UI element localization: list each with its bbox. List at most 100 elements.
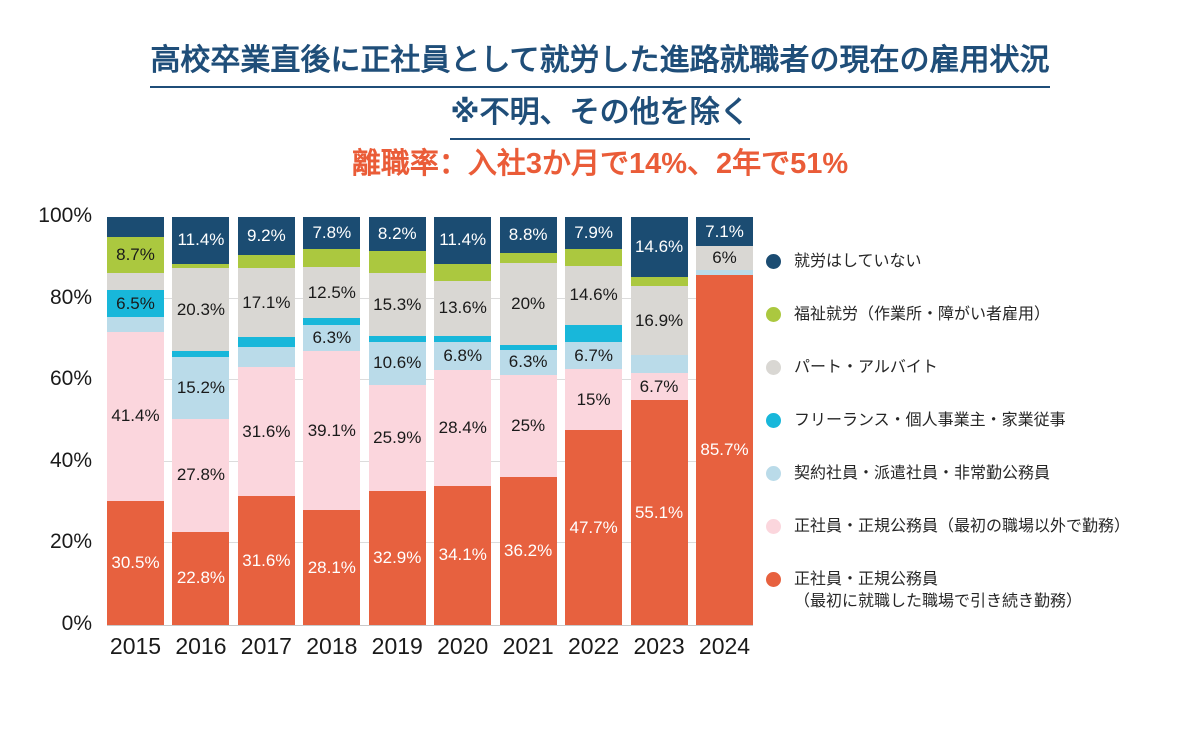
y-axis-label-0: 0% xyxy=(61,612,92,635)
segment xyxy=(107,272,164,291)
bar-value-label: 55.1% xyxy=(634,502,684,522)
bar-value-label: 31.6% xyxy=(242,421,291,441)
segment: 8.2% xyxy=(368,217,426,251)
gridline-80 xyxy=(107,297,753,299)
legend-item-5: 正社員・正規公務員（最初の職場以外で勤務） xyxy=(766,516,1130,538)
segment xyxy=(630,355,688,373)
legend-label: パート・アルバイト xyxy=(794,359,938,376)
bar-value-label: 6.8% xyxy=(443,346,483,366)
legend-label: 福祉就労（作業所・障がい者雇用） xyxy=(794,306,1051,323)
legend-label: 契約社員・派遣社員・非常勤公務員 xyxy=(794,465,1051,482)
bar-value-label: 9.2% xyxy=(247,225,286,245)
plot-area: 30.5% 41.4% 6.5% 8.7% 22.8% 27.8% 15.2% 20.3% 11… xyxy=(107,217,753,626)
legend-dot-icon xyxy=(766,519,781,534)
segment: 8.7% xyxy=(107,237,164,273)
bar-value-label: 14.6% xyxy=(569,285,618,305)
segment xyxy=(172,351,230,357)
segment: 30.5% xyxy=(107,500,164,625)
legend-label: 正社員・正規公務員（最初の職場以外で勤務） xyxy=(794,518,1131,535)
bar-value-label: 31.6% xyxy=(242,550,291,570)
y-axis-label-40: 40% xyxy=(49,448,92,472)
segment: 13.6% xyxy=(434,280,492,337)
segment xyxy=(107,217,164,238)
bar-2018: 28.1% 39.1% 6.3% 12.5% 7.8% xyxy=(303,217,361,625)
segment: 27.8% xyxy=(172,418,230,532)
bar-value-label: 16.9% xyxy=(634,310,684,330)
legend-item-0: 就労はしていない xyxy=(766,251,1130,273)
turnover-rate-note: 離職率：入社3か月で14%、2年で51% xyxy=(351,148,849,180)
segment xyxy=(237,347,295,368)
bar-value-label: 14.6% xyxy=(634,236,684,256)
bar-value-label: 17.1% xyxy=(242,292,291,312)
y-axis-label-60: 60% xyxy=(49,367,92,391)
legend-item-3: フリーランス・個人事業主・家業従事 xyxy=(766,410,1130,432)
bar-value-label: 10.6% xyxy=(373,353,422,373)
segment: 34.1% xyxy=(434,485,492,625)
segment xyxy=(107,316,164,332)
x-axis-label-2023: 2023 xyxy=(633,633,685,659)
segment: 11.4% xyxy=(172,217,230,264)
segment: 8.8% xyxy=(499,217,557,253)
segment xyxy=(696,270,753,276)
x-axis-label-2021: 2021 xyxy=(502,633,554,659)
x-axis-label-2018: 2018 xyxy=(306,633,358,659)
bar-value-label: 8.8% xyxy=(508,224,548,244)
segment: 11.4% xyxy=(434,217,492,264)
bar-value-label: 7.1% xyxy=(705,221,744,241)
segment: 12.5% xyxy=(303,267,361,319)
legend-label: 正社員・正規公務員 （最初に就職した職場で引き続き勤務） xyxy=(794,571,1083,610)
chart-title-text: 高校卒業直後に正社員として就労した進路就職者の現在の雇用状況 xyxy=(150,36,1050,88)
x-axis-label-2022: 2022 xyxy=(568,633,620,659)
x-axis-label-2017: 2017 xyxy=(240,633,292,659)
chart-title: 高校卒業直後に正社員として就労した進路就職者の現在の雇用状況 xyxy=(0,36,1200,88)
y-axis-label-80: 80% xyxy=(49,285,92,309)
segment xyxy=(237,337,295,348)
bar-value-label: 8.2% xyxy=(377,223,417,243)
bar-value-label: 20% xyxy=(511,293,546,313)
segment: 31.6% xyxy=(237,496,295,625)
bar-value-label: 12.5% xyxy=(307,282,356,302)
segment: 7.9% xyxy=(565,217,623,250)
segment: 6% xyxy=(696,246,753,271)
segment xyxy=(434,336,492,343)
segment: 15.3% xyxy=(368,273,426,336)
segment xyxy=(237,254,295,268)
segment xyxy=(499,344,557,350)
bar-value-label: 28.4% xyxy=(438,417,487,437)
segment: 6.7% xyxy=(565,341,623,370)
bar-2015: 30.5% 41.4% 6.5% 8.7% xyxy=(107,217,164,625)
segment: 7.8% xyxy=(303,217,361,249)
bar-value-label: 7.8% xyxy=(312,222,352,242)
segment: 55.1% xyxy=(630,400,688,625)
bar-2020: 34.1% 28.4% 6.8% 13.6% 11.4% xyxy=(434,217,492,625)
bar-2019: 32.9% 25.9% 10.6% 15.3% 8.2% xyxy=(368,217,426,625)
segment: 15.2% xyxy=(172,356,230,419)
bar-2022: 47.7% 15% 6.7% 14.6% 7.9% xyxy=(565,217,623,625)
legend-item-2: パート・アルバイト xyxy=(766,357,1130,379)
segment: 25% xyxy=(499,375,557,478)
segment: 22.8% xyxy=(172,531,230,625)
legend-dot-icon xyxy=(766,360,781,375)
segment: 16.9% xyxy=(630,286,688,356)
bar-value-label: 39.1% xyxy=(307,420,356,440)
bar-value-label: 13.6% xyxy=(438,298,487,318)
bar-value-label: 32.9% xyxy=(373,547,422,567)
segment: 28.1% xyxy=(303,510,361,625)
bar-value-label: 34.1% xyxy=(438,545,487,565)
chart-subtitle: ※不明、その他を除く xyxy=(0,88,1200,140)
x-axis-label-2020: 2020 xyxy=(437,633,489,659)
segment: 6.3% xyxy=(303,325,361,351)
segment xyxy=(368,335,426,342)
segment: 25.9% xyxy=(368,385,426,491)
segment xyxy=(303,248,361,268)
bar-value-label: 6.7% xyxy=(639,376,679,396)
segment: 6.5% xyxy=(107,290,164,317)
segment: 6.3% xyxy=(499,349,557,376)
segment: 7.1% xyxy=(696,217,753,246)
segment: 32.9% xyxy=(368,490,426,625)
segment: 85.7% xyxy=(696,275,753,625)
segment xyxy=(368,250,426,274)
gridline-40 xyxy=(107,460,753,462)
bar-value-label: 11.4% xyxy=(439,230,487,250)
